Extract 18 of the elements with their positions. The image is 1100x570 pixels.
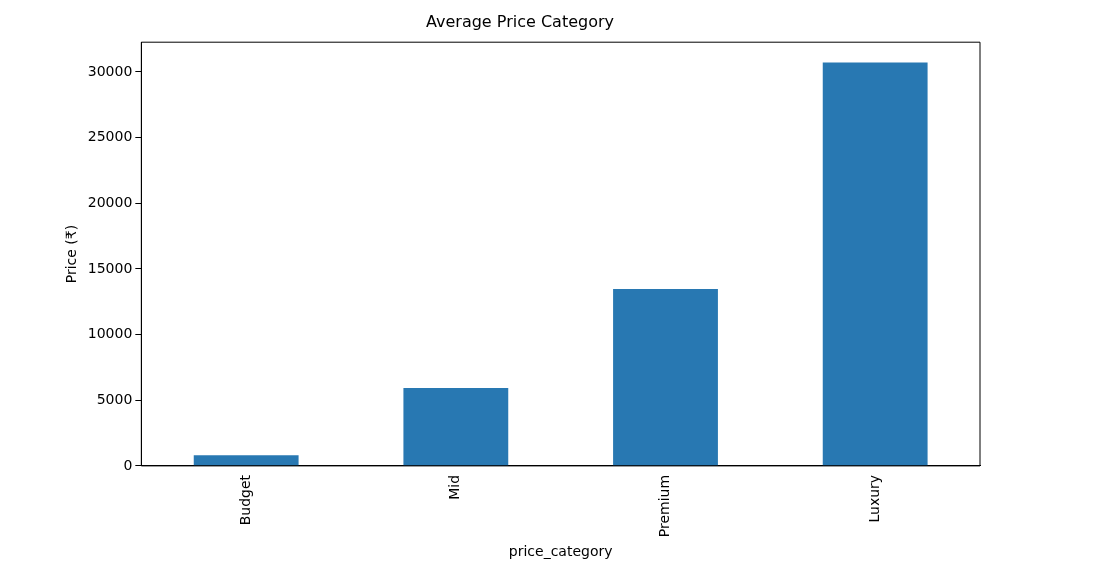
y-tick-label: 0 [123, 456, 133, 473]
y-tick-label: 25000 [87, 128, 133, 145]
bar [822, 62, 928, 466]
x-tick-label: Budget [236, 474, 253, 526]
x-tick-label: Premium [656, 474, 673, 538]
bar [613, 289, 718, 466]
y-tick-label: 15000 [87, 259, 133, 276]
x-tick-label: Luxury [865, 474, 882, 523]
chart-title: Average Price Category [426, 11, 614, 31]
y-tick-label: 10000 [87, 325, 133, 342]
bar [193, 455, 299, 466]
y-tick-label: 5000 [96, 390, 133, 407]
y-tick-label: 20000 [87, 193, 133, 210]
y-tick-label: 30000 [87, 62, 133, 79]
bar [403, 387, 509, 466]
x-tick-label: Mid [446, 474, 463, 500]
y-axis-title: Price (₹) [63, 224, 80, 284]
x-axis-title: price_category [508, 543, 613, 560]
